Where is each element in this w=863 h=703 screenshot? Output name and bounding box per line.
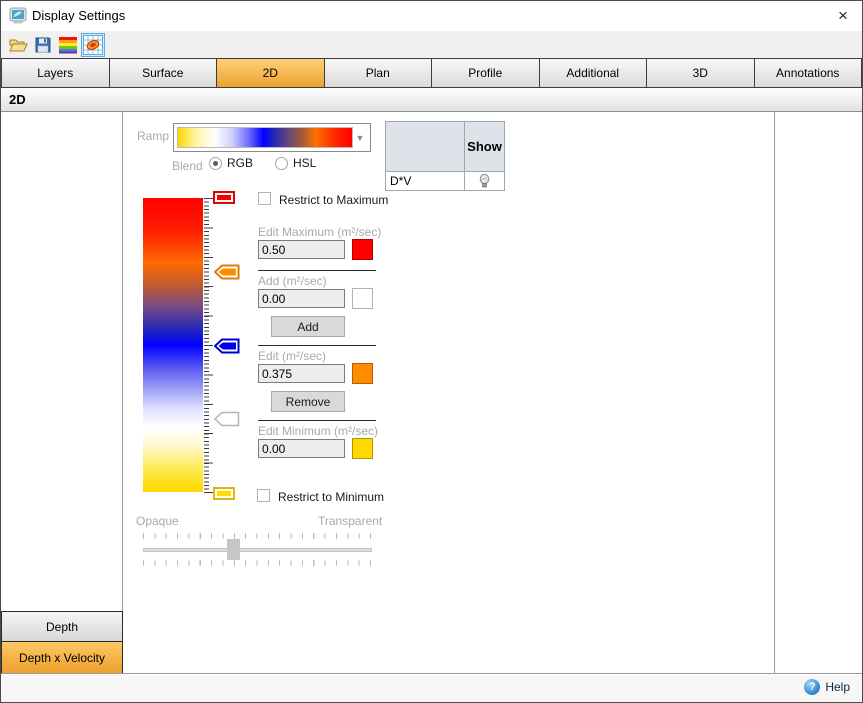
titlebar: Display Settings × (1, 1, 862, 31)
restrict-maximum-checkbox[interactable] (258, 192, 271, 205)
tab-plan[interactable]: Plan (323, 58, 432, 88)
layer-table: Show D*V (385, 121, 505, 191)
tab-profile[interactable]: Profile (431, 58, 540, 88)
transparent-label: Transparent (318, 514, 383, 528)
ramp-ruler-major-ticks (204, 198, 213, 493)
layer-name-cell[interactable]: D*V (385, 171, 465, 191)
window-title: Display Settings (32, 8, 126, 23)
help-button[interactable]: ? Help (804, 679, 850, 695)
show-header: Show (464, 121, 505, 172)
tab-layers[interactable]: Layers (1, 58, 110, 88)
rgb-radio-label: RGB (227, 156, 254, 170)
opaque-label: Opaque (136, 514, 179, 528)
blend-options: RGB HSL (209, 156, 316, 170)
minimum-color-swatch[interactable] (352, 438, 373, 459)
blue-stop-marker[interactable] (213, 338, 240, 359)
orange-stop-marker[interactable] (213, 264, 240, 285)
opacity-slider[interactable] (143, 548, 372, 552)
content-area: Ramp ▼ Blend RGB HSL (1, 112, 862, 674)
slider-ticks-top (143, 533, 372, 539)
color-ramp-icon[interactable] (56, 33, 80, 57)
tab-bar: Layers Surface 2D Plan Profile Additiona… (1, 58, 862, 88)
add-input[interactable] (258, 289, 345, 308)
tab-surface[interactable]: Surface (108, 58, 217, 88)
panel-divider (774, 112, 775, 674)
edit-minimum-label: Edit Minimum (m²/sec) (258, 424, 379, 438)
tab-3d[interactable]: 3D (646, 58, 755, 88)
sidebar-item-depth-x-velocity[interactable]: Depth x Velocity (1, 641, 123, 674)
restrict-minimum-checkbox[interactable] (257, 489, 270, 502)
edit-color-swatch[interactable] (352, 363, 373, 384)
divider (258, 420, 376, 421)
min-color-marker[interactable] (213, 487, 235, 500)
sidebar-item-depth[interactable]: Depth (1, 611, 123, 642)
restrict-minimum-label: Restrict to Minimum (278, 490, 385, 504)
layer-table-header: Show (385, 121, 505, 172)
divider (258, 270, 376, 271)
rgb-radio[interactable] (209, 156, 222, 170)
ramp-gradient-preview (177, 127, 353, 148)
layer-visibility-cell[interactable] (464, 171, 505, 191)
save-icon[interactable] (31, 33, 55, 57)
tab-additional[interactable]: Additional (538, 58, 647, 88)
help-label: Help (825, 680, 850, 694)
app-icon (9, 7, 27, 25)
add-button[interactable]: Add (271, 316, 345, 337)
ramp-dropdown[interactable]: ▼ (173, 123, 371, 152)
tab-2d[interactable]: 2D (216, 58, 325, 88)
help-icon: ? (804, 679, 821, 695)
white-stop-marker[interactable] (213, 411, 240, 432)
hsl-radio-label: HSL (293, 156, 317, 170)
maximum-color-swatch[interactable] (352, 239, 373, 260)
toolbar (1, 31, 862, 58)
chevron-down-icon[interactable]: ▼ (355, 132, 365, 143)
contour-display-icon[interactable] (81, 32, 105, 57)
slider-ticks-bottom (143, 560, 372, 566)
hsl-radio[interactable] (275, 156, 289, 170)
edit-label: Edit (m²/sec) (258, 349, 327, 363)
restrict-maximum-label: Restrict to Maximum (279, 193, 389, 207)
sidebar-divider (122, 112, 123, 674)
ramp-label: Ramp (137, 129, 170, 143)
section-header: 2D (1, 88, 862, 112)
layer-name-header (385, 121, 465, 172)
max-color-marker[interactable] (213, 191, 235, 204)
add-color-swatch[interactable] (352, 288, 373, 309)
blend-label: Blend (172, 159, 203, 173)
close-icon[interactable]: × (838, 6, 848, 25)
edit-input[interactable] (258, 364, 345, 383)
open-file-icon[interactable] (6, 33, 30, 57)
edit-minimum-input[interactable] (258, 439, 345, 458)
remove-button[interactable]: Remove (271, 391, 345, 412)
add-label: Add (m²/sec) (258, 274, 327, 288)
lightbulb-icon (479, 173, 490, 187)
divider (258, 345, 376, 346)
tab-annotations[interactable]: Annotations (753, 58, 862, 88)
edit-maximum-label: Edit Maximum (m²/sec) (258, 225, 382, 239)
color-ramp-preview (143, 198, 203, 492)
edit-maximum-input[interactable] (258, 240, 345, 259)
table-row: D*V (385, 171, 505, 191)
opacity-slider-thumb[interactable] (227, 539, 240, 560)
footer: ? Help (1, 673, 862, 702)
